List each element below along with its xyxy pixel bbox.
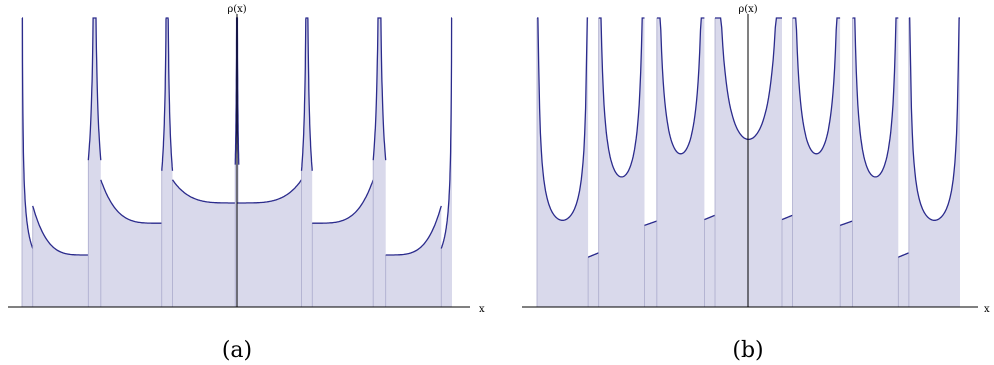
panel-b-band-fill-11 <box>898 252 909 307</box>
panel-b-band-fill-2 <box>598 18 645 307</box>
panel-b-plot <box>522 14 978 308</box>
panel-b-caption: (b) <box>732 338 763 363</box>
panel-b-density-curve-2 <box>598 17 645 178</box>
panel-b-density-curve-3 <box>644 220 658 226</box>
panel-a-density-curve-9 <box>312 179 374 224</box>
panel-b-band-fill-10 <box>852 18 899 307</box>
panel-a-density-curve-2 <box>87 17 102 161</box>
panel-a-band-fill-8 <box>301 18 313 307</box>
panel-b-band-fill-3 <box>644 221 657 307</box>
panel-a-band-fill-10 <box>373 18 386 307</box>
panel-a-caption: (a) <box>222 338 252 363</box>
panel-b-density-curve-1 <box>588 252 599 258</box>
panel-b-band-fill-12 <box>908 18 960 307</box>
panel-b-density-curve-9 <box>839 220 853 227</box>
panel-b-density-curve-0 <box>537 17 589 221</box>
panel-a-band-fill-0 <box>22 18 33 307</box>
panel-b-xlabel: x <box>984 304 990 315</box>
panel-a-band-fill-11 <box>385 205 442 307</box>
panel-a-plot <box>8 14 470 308</box>
panel-a: ρ(x) x (a) <box>8 4 485 363</box>
panel-b-density-curve-8 <box>792 17 841 155</box>
panel-a-density-curve-3 <box>100 179 162 224</box>
panel-a-band-fill-1 <box>32 205 89 307</box>
panel-b-band-fill-9 <box>840 221 853 307</box>
panel-b-band-fill-0 <box>537 18 589 307</box>
panel-a-xlabel: x <box>479 304 485 315</box>
panel-b-density-curve-4 <box>656 17 705 155</box>
panel-a-band-fill-7 <box>237 179 302 307</box>
panel-b-band-fill-7 <box>782 215 793 307</box>
panel-a-density-curve-8 <box>300 17 313 171</box>
panel-a-density-curve-11 <box>385 205 442 256</box>
panel-b-density-curve-11 <box>898 252 910 258</box>
panel-a-density-curve-4 <box>161 17 174 171</box>
panel-b-ylabel: ρ(x) <box>738 4 757 15</box>
panel-a-density-curve-0 <box>21 17 34 249</box>
panel-b-band-fill-8 <box>792 18 841 307</box>
panel-a-band-fill-9 <box>312 179 374 307</box>
panel-b-density-curve-10 <box>852 17 899 178</box>
panel-a-ylabel: ρ(x) <box>227 4 246 15</box>
panel-a-density-curve-12 <box>440 17 453 249</box>
panel-a-band-fill-3 <box>100 179 162 307</box>
panel-b-density-curve-5 <box>704 214 716 221</box>
panel-b: ρ(x) x (b) <box>522 4 990 363</box>
panel-a-density-curve-10 <box>372 17 387 161</box>
panel-a-band-fill-2 <box>88 18 101 307</box>
panel-a-density-curve-5 <box>171 179 237 204</box>
panel-a-band-fill-4 <box>161 18 173 307</box>
panel-b-band-fill-4 <box>656 18 705 307</box>
panel-a-band-fill-5 <box>172 179 237 307</box>
panel-a-band-fill-12 <box>441 18 452 307</box>
panel-a-density-curve-7 <box>237 179 303 204</box>
panel-b-band-fill-1 <box>588 252 599 307</box>
panel-b-density-curve-12 <box>908 17 960 221</box>
panel-a-density-curve-1 <box>32 205 89 256</box>
panel-b-density-curve-7 <box>781 214 793 221</box>
panel-b-band-fill-5 <box>704 215 715 307</box>
